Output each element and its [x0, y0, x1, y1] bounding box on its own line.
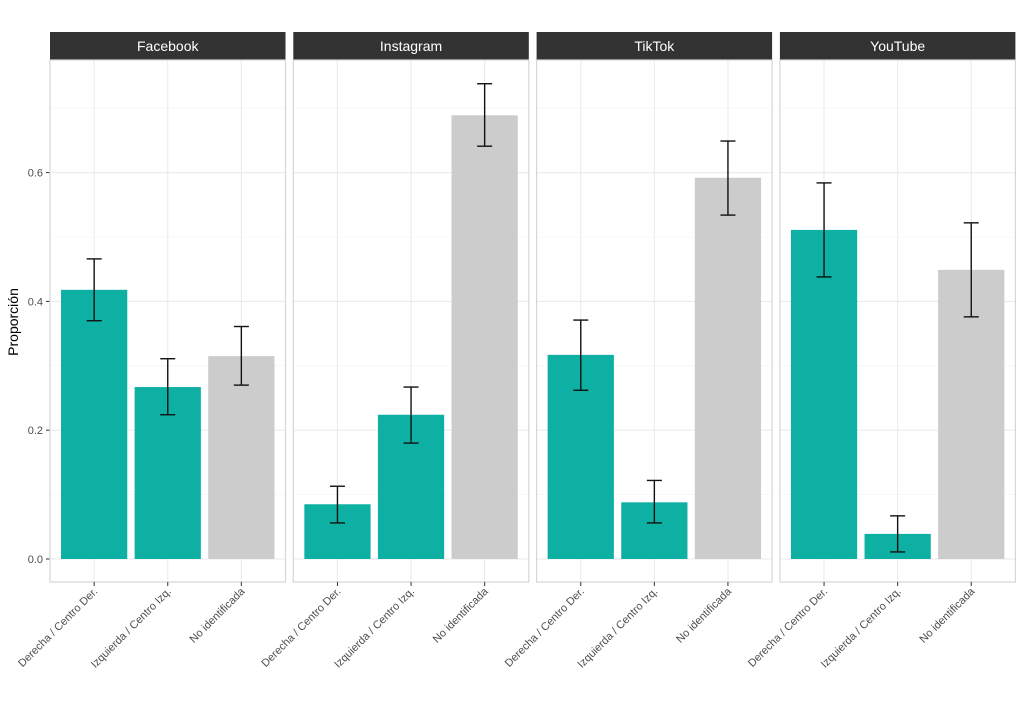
bar — [938, 269, 1005, 559]
y-tick-label: 0.0 — [28, 554, 43, 566]
x-tick-label: Izquierda / Centro Izq. — [89, 586, 174, 671]
x-tick-label: No identificada — [674, 585, 735, 646]
bar — [134, 387, 201, 559]
facet-strip — [50, 32, 286, 60]
x-tick-label: Derecha / Centro Der. — [746, 586, 830, 670]
facet-strip-label: YouTube — [870, 38, 925, 54]
bar — [694, 177, 762, 559]
x-tick-label: Derecha / Centro Der. — [16, 586, 100, 670]
y-tick-label: 0.2 — [28, 425, 43, 437]
x-tick-label: Izquierda / Centro Izq. — [332, 586, 417, 671]
x-tick-label: Derecha / Centro Der. — [503, 586, 587, 670]
y-axis-label: Proporción — [5, 288, 21, 356]
x-tick-label: No identificada — [431, 585, 492, 646]
facet-strip-label: TikTok — [634, 38, 675, 54]
facet-strip — [779, 32, 1016, 60]
facet-strip — [293, 32, 529, 60]
y-tick-label: 0.6 — [28, 168, 43, 180]
x-tick-label: No identificada — [917, 585, 978, 646]
facet-instagram: Instagram Derecha / Centro Der.Izquierda … — [259, 32, 530, 671]
x-tick-label: Derecha / Centro Der. — [259, 586, 343, 670]
facet-strip — [536, 32, 773, 60]
bar — [61, 289, 128, 559]
y-axis-ticks: 0.0 0.2 0.4 0.6 — [28, 168, 50, 566]
facet-facebook: Facebook Derecha / Centro Der.Izquierda /… — [16, 32, 287, 671]
facet-strip-label: Instagram — [380, 38, 442, 54]
x-tick-label: Izquierda / Centro Izq. — [575, 586, 660, 671]
bar — [790, 229, 858, 559]
facet-youtube: YouTube Derecha / Centro Der.Izquierda / … — [746, 32, 1017, 671]
facet-strip-label: Facebook — [137, 38, 199, 54]
x-tick-label: Izquierda / Centro Izq. — [819, 586, 904, 671]
bar — [208, 356, 275, 559]
x-tick-label: No identificada — [188, 585, 249, 646]
bar — [451, 115, 518, 559]
facet-tiktok: TikTok Derecha / Centro Der.Izquierda / C… — [503, 32, 773, 671]
y-tick-label: 0.4 — [28, 296, 43, 308]
